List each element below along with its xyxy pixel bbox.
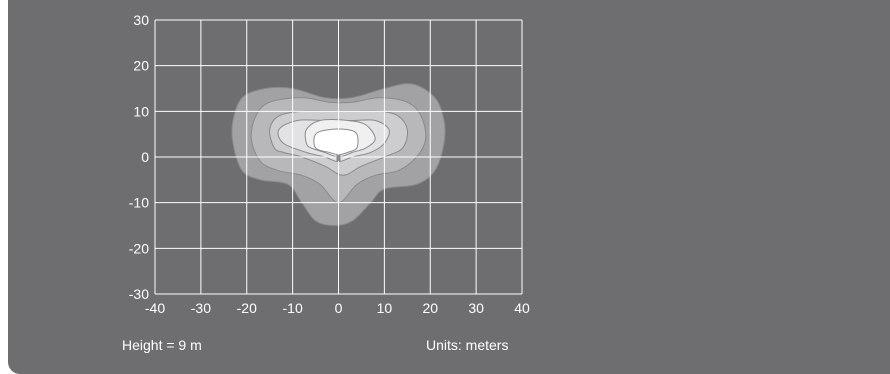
units-caption: Units: meters [426, 337, 509, 353]
y-tick-label: -30 [129, 286, 149, 302]
x-tick-label: -20 [237, 300, 257, 316]
x-tick-label: 40 [514, 300, 530, 316]
y-tick-label: -10 [129, 195, 149, 211]
height-caption: Height = 9 m [122, 337, 202, 353]
y-tick-label: 30 [133, 12, 149, 28]
y-tick-label: -20 [129, 240, 149, 256]
contour-level-6 [313, 128, 359, 156]
fixture-marker [336, 155, 341, 161]
x-tick-label: -10 [283, 300, 303, 316]
y-tick-label: 0 [141, 149, 149, 165]
y-tick-label: 20 [133, 58, 149, 74]
x-tick-label: 10 [377, 300, 393, 316]
x-tick-label: 0 [335, 300, 343, 316]
x-tick-label: -30 [191, 300, 211, 316]
x-tick-label: 30 [468, 300, 484, 316]
x-tick-label: -40 [145, 300, 165, 316]
y-tick-label: 10 [133, 103, 149, 119]
fixture-layer [336, 155, 341, 161]
x-tick-label: 20 [422, 300, 438, 316]
